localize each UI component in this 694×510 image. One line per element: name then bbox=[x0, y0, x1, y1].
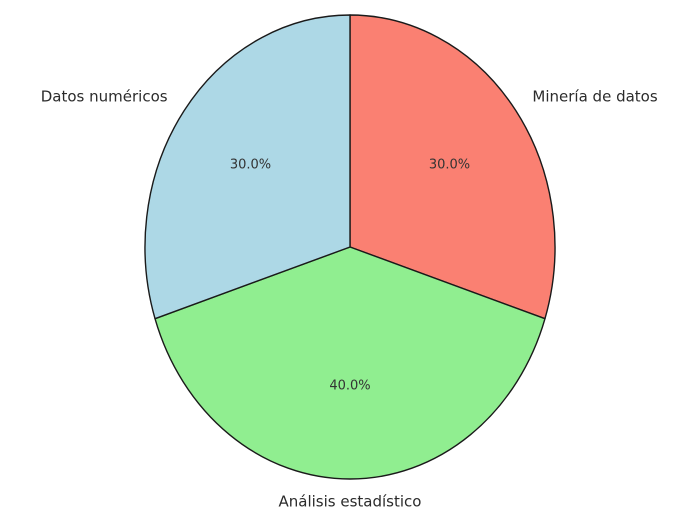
pie-slice-analisis-estadistico bbox=[154, 246, 546, 480]
pie-slice-datos-numericos bbox=[144, 14, 351, 320]
category-label-mineria-de-datos: Minería de datos bbox=[532, 88, 657, 106]
pie-slice-mineria-de-datos bbox=[349, 14, 556, 320]
percent-label-analisis-estadistico: 40.0% bbox=[329, 379, 370, 394]
percent-label-mineria-de-datos: 30.0% bbox=[429, 158, 470, 173]
percent-label-datos-numericos: 30.0% bbox=[230, 158, 271, 173]
pie-labels: 30.0% Minería de datos 40.0% Análisis estad… bbox=[41, 88, 658, 510]
category-label-datos-numericos: Datos numéricos bbox=[41, 88, 168, 106]
category-label-analisis-estadistico: Análisis estadístico bbox=[279, 493, 422, 510]
pie-slices bbox=[144, 14, 556, 480]
